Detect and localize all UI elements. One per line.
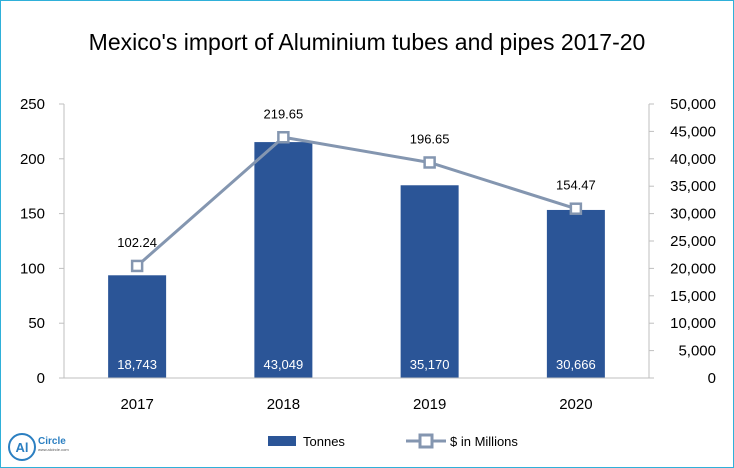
- bar-series: 18,743 43,049 35,170 30,666: [108, 142, 605, 378]
- chart-title: Mexico's import of Aluminium tubes and p…: [89, 29, 646, 55]
- right-axis: 0 5,000 10,000 15,000 20,000 25,000 30,000 35,0…: [648, 96, 716, 387]
- bar: [108, 275, 167, 378]
- legend-swatch-tonnes: [268, 436, 296, 446]
- line-point: [423, 156, 436, 169]
- bar: [254, 142, 313, 378]
- logo-mark: Al: [16, 440, 29, 455]
- bar-value-label: 18,743: [117, 357, 157, 372]
- line-value-label: 102.24: [117, 235, 157, 250]
- right-tick-label: 20,000: [670, 260, 716, 277]
- left-tick-label: 150: [20, 206, 45, 223]
- right-tick-label: 10,000: [670, 315, 716, 332]
- line-value-label: 219.65: [263, 106, 303, 121]
- logo-brand: Circle: [38, 436, 66, 447]
- right-tick-label: 25,000: [670, 233, 716, 250]
- legend-marker-millions: [418, 433, 434, 449]
- left-tick-label: 200: [20, 151, 45, 168]
- bar: [400, 185, 459, 378]
- legend-label-tonnes: Tonnes: [303, 434, 345, 449]
- right-tick-label: 45,000: [670, 123, 716, 140]
- logo-url: www.alcircle.com: [38, 447, 69, 452]
- bar-value-label: 35,170: [410, 357, 450, 372]
- right-tick-label: 40,000: [670, 151, 716, 168]
- left-tick-label: 100: [20, 260, 45, 277]
- line-point: [130, 259, 144, 273]
- legend: Tonnes $ in Millions: [268, 433, 518, 449]
- left-tick-label: 250: [20, 96, 45, 113]
- x-tick-label: 2017: [120, 396, 153, 413]
- right-tick-label: 5,000: [678, 343, 716, 360]
- line-point: [277, 131, 290, 144]
- line-path: [136, 135, 577, 268]
- x-tick-label: 2018: [267, 396, 300, 413]
- x-axis: 2017 2018 2019 2020: [64, 377, 649, 413]
- x-tick-label: 2020: [559, 396, 592, 413]
- right-tick-label: 35,000: [670, 178, 716, 195]
- line-point: [569, 202, 583, 215]
- right-tick-label: 50,000: [670, 96, 716, 113]
- line-value-label: 196.65: [410, 131, 450, 146]
- logo-ring-icon: [8, 433, 36, 461]
- right-tick-label: 0: [708, 370, 716, 387]
- left-tick-label: 50: [28, 315, 45, 332]
- left-tick-label: 0: [37, 370, 45, 387]
- right-tick-label: 30,000: [670, 206, 716, 223]
- line-series: 102.24 219.65 196.65 154.47: [117, 106, 596, 273]
- line-value-label: 154.47: [556, 178, 596, 193]
- x-tick-label: 2019: [413, 396, 446, 413]
- alcircle-logo: Al Circle www.alcircle.com: [8, 433, 69, 461]
- bar-value-label: 43,049: [263, 357, 303, 372]
- bar: [546, 209, 605, 378]
- right-tick-label: 15,000: [670, 288, 716, 305]
- legend-label-millions: $ in Millions: [450, 434, 518, 449]
- left-axis: 0 50 100 150 200 250: [20, 96, 65, 387]
- bar-value-label: 30,666: [556, 357, 596, 372]
